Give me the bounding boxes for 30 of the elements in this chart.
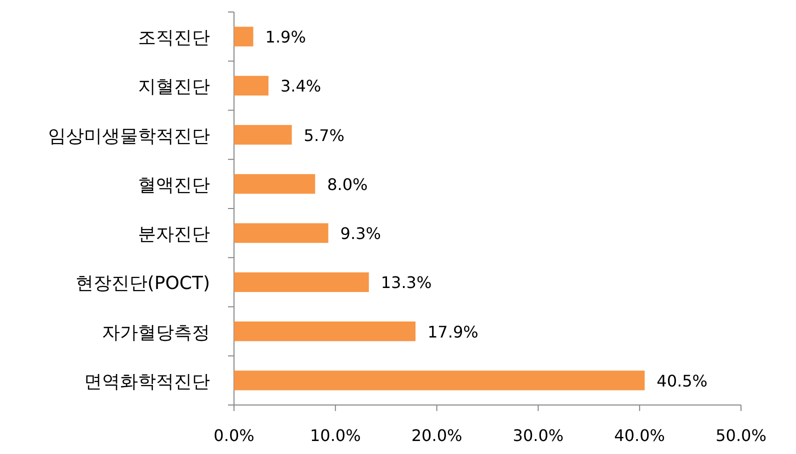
y-tick-label: 지혈진단	[138, 76, 210, 98]
y-tick-label: 분자진단	[138, 224, 210, 246]
data-label: 9.3%	[340, 224, 381, 244]
data-label: 3.4%	[280, 76, 322, 96]
x-tick-label: 40.0%	[614, 426, 666, 445]
y-tick-label: 임상미생물학적진단	[48, 126, 210, 147]
y-tick-label: 혈액진단	[138, 174, 210, 196]
x-tick-label: 0.0%	[214, 426, 254, 445]
x-tick-label: 10.0%	[310, 426, 361, 445]
x-tick-label: 50.0%	[716, 426, 766, 445]
bar	[234, 26, 254, 46]
bar	[234, 124, 292, 145]
x-tick-label: 30.0%	[512, 426, 564, 445]
bar	[234, 223, 328, 243]
y-tick-label: 면역화학적진단	[84, 371, 210, 392]
bar	[234, 272, 369, 292]
data-label: 5.7%	[304, 126, 344, 145]
data-label: 1.9%	[265, 28, 306, 47]
data-label: 40.5%	[656, 371, 708, 390]
y-tick-label: 조직진단	[138, 28, 210, 49]
data-label: 13.3%	[380, 273, 432, 292]
bar	[234, 76, 268, 96]
data-label: 8.0%	[327, 174, 368, 194]
bar	[234, 174, 316, 194]
bar	[234, 321, 416, 342]
x-tick-label: 20.0%	[411, 426, 462, 445]
data-label: 17.9%	[428, 322, 478, 342]
y-tick-label: 자가혈당측정	[102, 322, 210, 344]
y-tick-label: 현장진단(POCT)	[75, 273, 210, 294]
bar	[234, 370, 645, 390]
